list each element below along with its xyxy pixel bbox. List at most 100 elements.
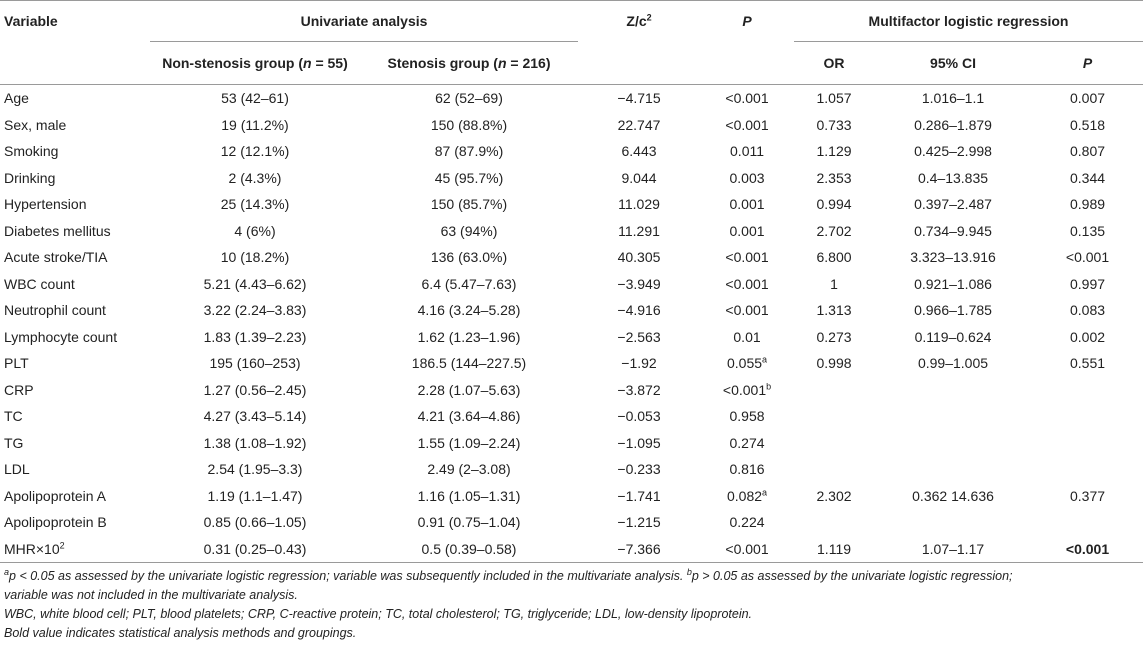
cell-z: −1.92	[621, 355, 657, 372]
cell-non-stenosis: 2.54 (1.95–3.3)	[207, 461, 303, 478]
cell-variable: Neutrophil count	[4, 302, 106, 319]
cell-ci	[874, 456, 1032, 483]
cell-non-stenosis: 4 (6%)	[234, 222, 276, 239]
table-row: Hypertension 25 (14.3%) 150 (85.7%) 11.0…	[0, 191, 1143, 218]
cell-p2	[1032, 430, 1143, 457]
cell-stenosis: 45 (95.7%)	[434, 169, 504, 186]
header-variable: Variable	[0, 0, 150, 42]
header-empty-1	[0, 41, 150, 85]
table-row: TC 4.27 (3.43–5.14) 4.21 (3.64–4.86) −0.…	[0, 403, 1143, 430]
cell-p-value: <0.001	[725, 275, 769, 292]
table-row: Sex, male 19 (11.2%) 150 (88.8%) 22.747 …	[0, 112, 1143, 139]
header-z-c: Z/c2	[578, 0, 701, 42]
header-z-c-sup: 2	[646, 12, 652, 23]
cell-stenosis: 6.4 (5.47–7.63)	[421, 275, 517, 292]
footnote-a-p: p	[9, 569, 16, 583]
cell-variable: Apolipoprotein A	[4, 487, 106, 504]
cell-stenosis: 2.49 (2–3.08)	[427, 461, 511, 478]
cell-p: <0.001	[700, 297, 794, 324]
footnote-b-p: p	[691, 569, 699, 583]
header-stenosis: Stenosis group (n = 216)	[360, 41, 579, 85]
cell-p: 0.01	[700, 324, 794, 351]
cell-ci	[874, 430, 1032, 457]
table-row: WBC count 5.21 (4.43–6.62) 6.4 (5.47–7.6…	[0, 271, 1143, 298]
cell-z: −4.715	[617, 90, 661, 107]
cell-variable: Drinking	[4, 169, 56, 186]
cell-z: 11.029	[618, 196, 660, 213]
cell-p2: 0.135	[1069, 222, 1106, 239]
cell-or: 1.129	[816, 143, 852, 160]
table-row-mhr: MHR×102 0.31 (0.25–0.43) 0.5 (0.39–0.58)…	[0, 535, 1143, 563]
header-row-2: Non-stenosis group (n = 55) Stenosis gro…	[0, 41, 1143, 85]
cell-or: 6.800	[816, 249, 852, 266]
header-stenosis-post: = 216)	[506, 55, 551, 71]
header-non-stenosis: Non-stenosis group (n = 55)	[150, 41, 360, 85]
cell-stenosis: 0.5 (0.39–0.58)	[360, 535, 579, 563]
cell-p-value: 0.003	[729, 169, 765, 186]
cell-z: −2.563	[617, 328, 661, 345]
cell-non-stenosis: 19 (11.2%)	[221, 116, 289, 133]
cell-variable-text: MHR×10	[4, 540, 60, 557]
cell-p2: 0.007	[1069, 90, 1106, 107]
table-row: LDL 2.54 (1.95–3.3) 2.49 (2–3.08) −0.233…	[0, 456, 1143, 483]
cell-or: 1.313	[816, 302, 852, 319]
cell-p-value: <0.001	[725, 90, 769, 107]
header-or: OR	[794, 41, 875, 85]
header-row-1: Variable Univariate analysis Z/c2 P Mult…	[0, 0, 1143, 42]
cell-p: 0.055a	[700, 350, 794, 377]
footnote-sup-a: a	[4, 566, 10, 577]
cell-stenosis: 87 (87.9%)	[434, 143, 504, 160]
cell-or: 0.998	[816, 355, 852, 372]
cell-non-stenosis: 25 (14.3%)	[220, 196, 290, 213]
cell-non-stenosis: 12 (12.1%)	[220, 143, 290, 160]
cell-p2: 0.551	[1069, 355, 1106, 372]
results-table: Variable Univariate analysis Z/c2 P Mult…	[0, 0, 1143, 563]
table-row: Acute stroke/TIA 10 (18.2%) 136 (63.0%) …	[0, 244, 1143, 271]
cell-ci: 0.4–13.835	[917, 169, 989, 186]
cell-p2: 0.997	[1069, 275, 1106, 292]
cell-variable: TC	[4, 408, 23, 425]
header-empty-2	[578, 41, 701, 85]
cell-non-stenosis: 1.27 (0.56–2.45)	[203, 381, 307, 398]
footnote-line-2: variable was not included in the multiva…	[4, 588, 298, 602]
cell-p: 0.001	[700, 191, 794, 218]
footnote-line-1: ap < 0.05 as assessed by the univariate …	[4, 567, 1139, 586]
cell-stenosis: 186.5 (144–227.5)	[411, 355, 527, 372]
cell-z: 22.747	[617, 116, 661, 133]
header-multifactor: Multifactor logistic regression	[794, 0, 1143, 42]
header-p2: P	[1032, 41, 1143, 85]
cell-ci: 0.119–0.624	[914, 328, 992, 345]
cell-p: <0.001	[700, 112, 794, 139]
cell-z: 6.443	[621, 143, 657, 160]
cell-stenosis: 1.16 (1.05–1.31)	[417, 487, 521, 504]
cell-stenosis: 63 (94%)	[440, 222, 498, 239]
cell-or: 0.733	[816, 116, 852, 133]
cell-or: 2.302	[816, 487, 852, 504]
cell-or: 2.353	[816, 169, 852, 186]
cell-or: 1.119	[794, 535, 875, 563]
cell-ci: 0.99–1.005	[917, 355, 989, 372]
cell-variable: PLT	[4, 355, 29, 372]
cell-or	[794, 509, 874, 536]
header-non-stenosis-pre: Non-stenosis group (	[162, 55, 303, 71]
cell-or: 1	[830, 275, 838, 292]
footnote-sup-b: b	[686, 566, 692, 577]
cell-stenosis: 0.91 (0.75–1.04)	[417, 514, 521, 531]
cell-ci: 0.921–1.086	[914, 275, 992, 292]
cell-p-sup: a	[762, 487, 768, 498]
cell-p2: 0.344	[1069, 169, 1106, 186]
cell-variable: MHR×102	[0, 535, 150, 563]
cell-p-value: 0.274	[729, 434, 765, 451]
cell-p-value: 0.224	[729, 514, 765, 531]
table-row: Apolipoprotein A 1.19 (1.1–1.47) 1.16 (1…	[0, 483, 1143, 510]
cell-stenosis: 2.28 (1.07–5.63)	[417, 381, 521, 398]
cell-non-stenosis: 5.21 (4.43–6.62)	[203, 275, 307, 292]
cell-variable: LDL	[4, 461, 30, 478]
cell-stenosis: 1.62 (1.23–1.96)	[417, 328, 521, 345]
cell-or	[794, 403, 874, 430]
table-row: TG 1.38 (1.08–1.92) 1.55 (1.09–2.24) −1.…	[0, 430, 1143, 457]
cell-p-value: 0.816	[729, 461, 765, 478]
cell-or	[794, 430, 874, 457]
table-row: Neutrophil count 3.22 (2.24–3.83) 4.16 (…	[0, 297, 1143, 324]
cell-or: 0.273	[816, 328, 852, 345]
